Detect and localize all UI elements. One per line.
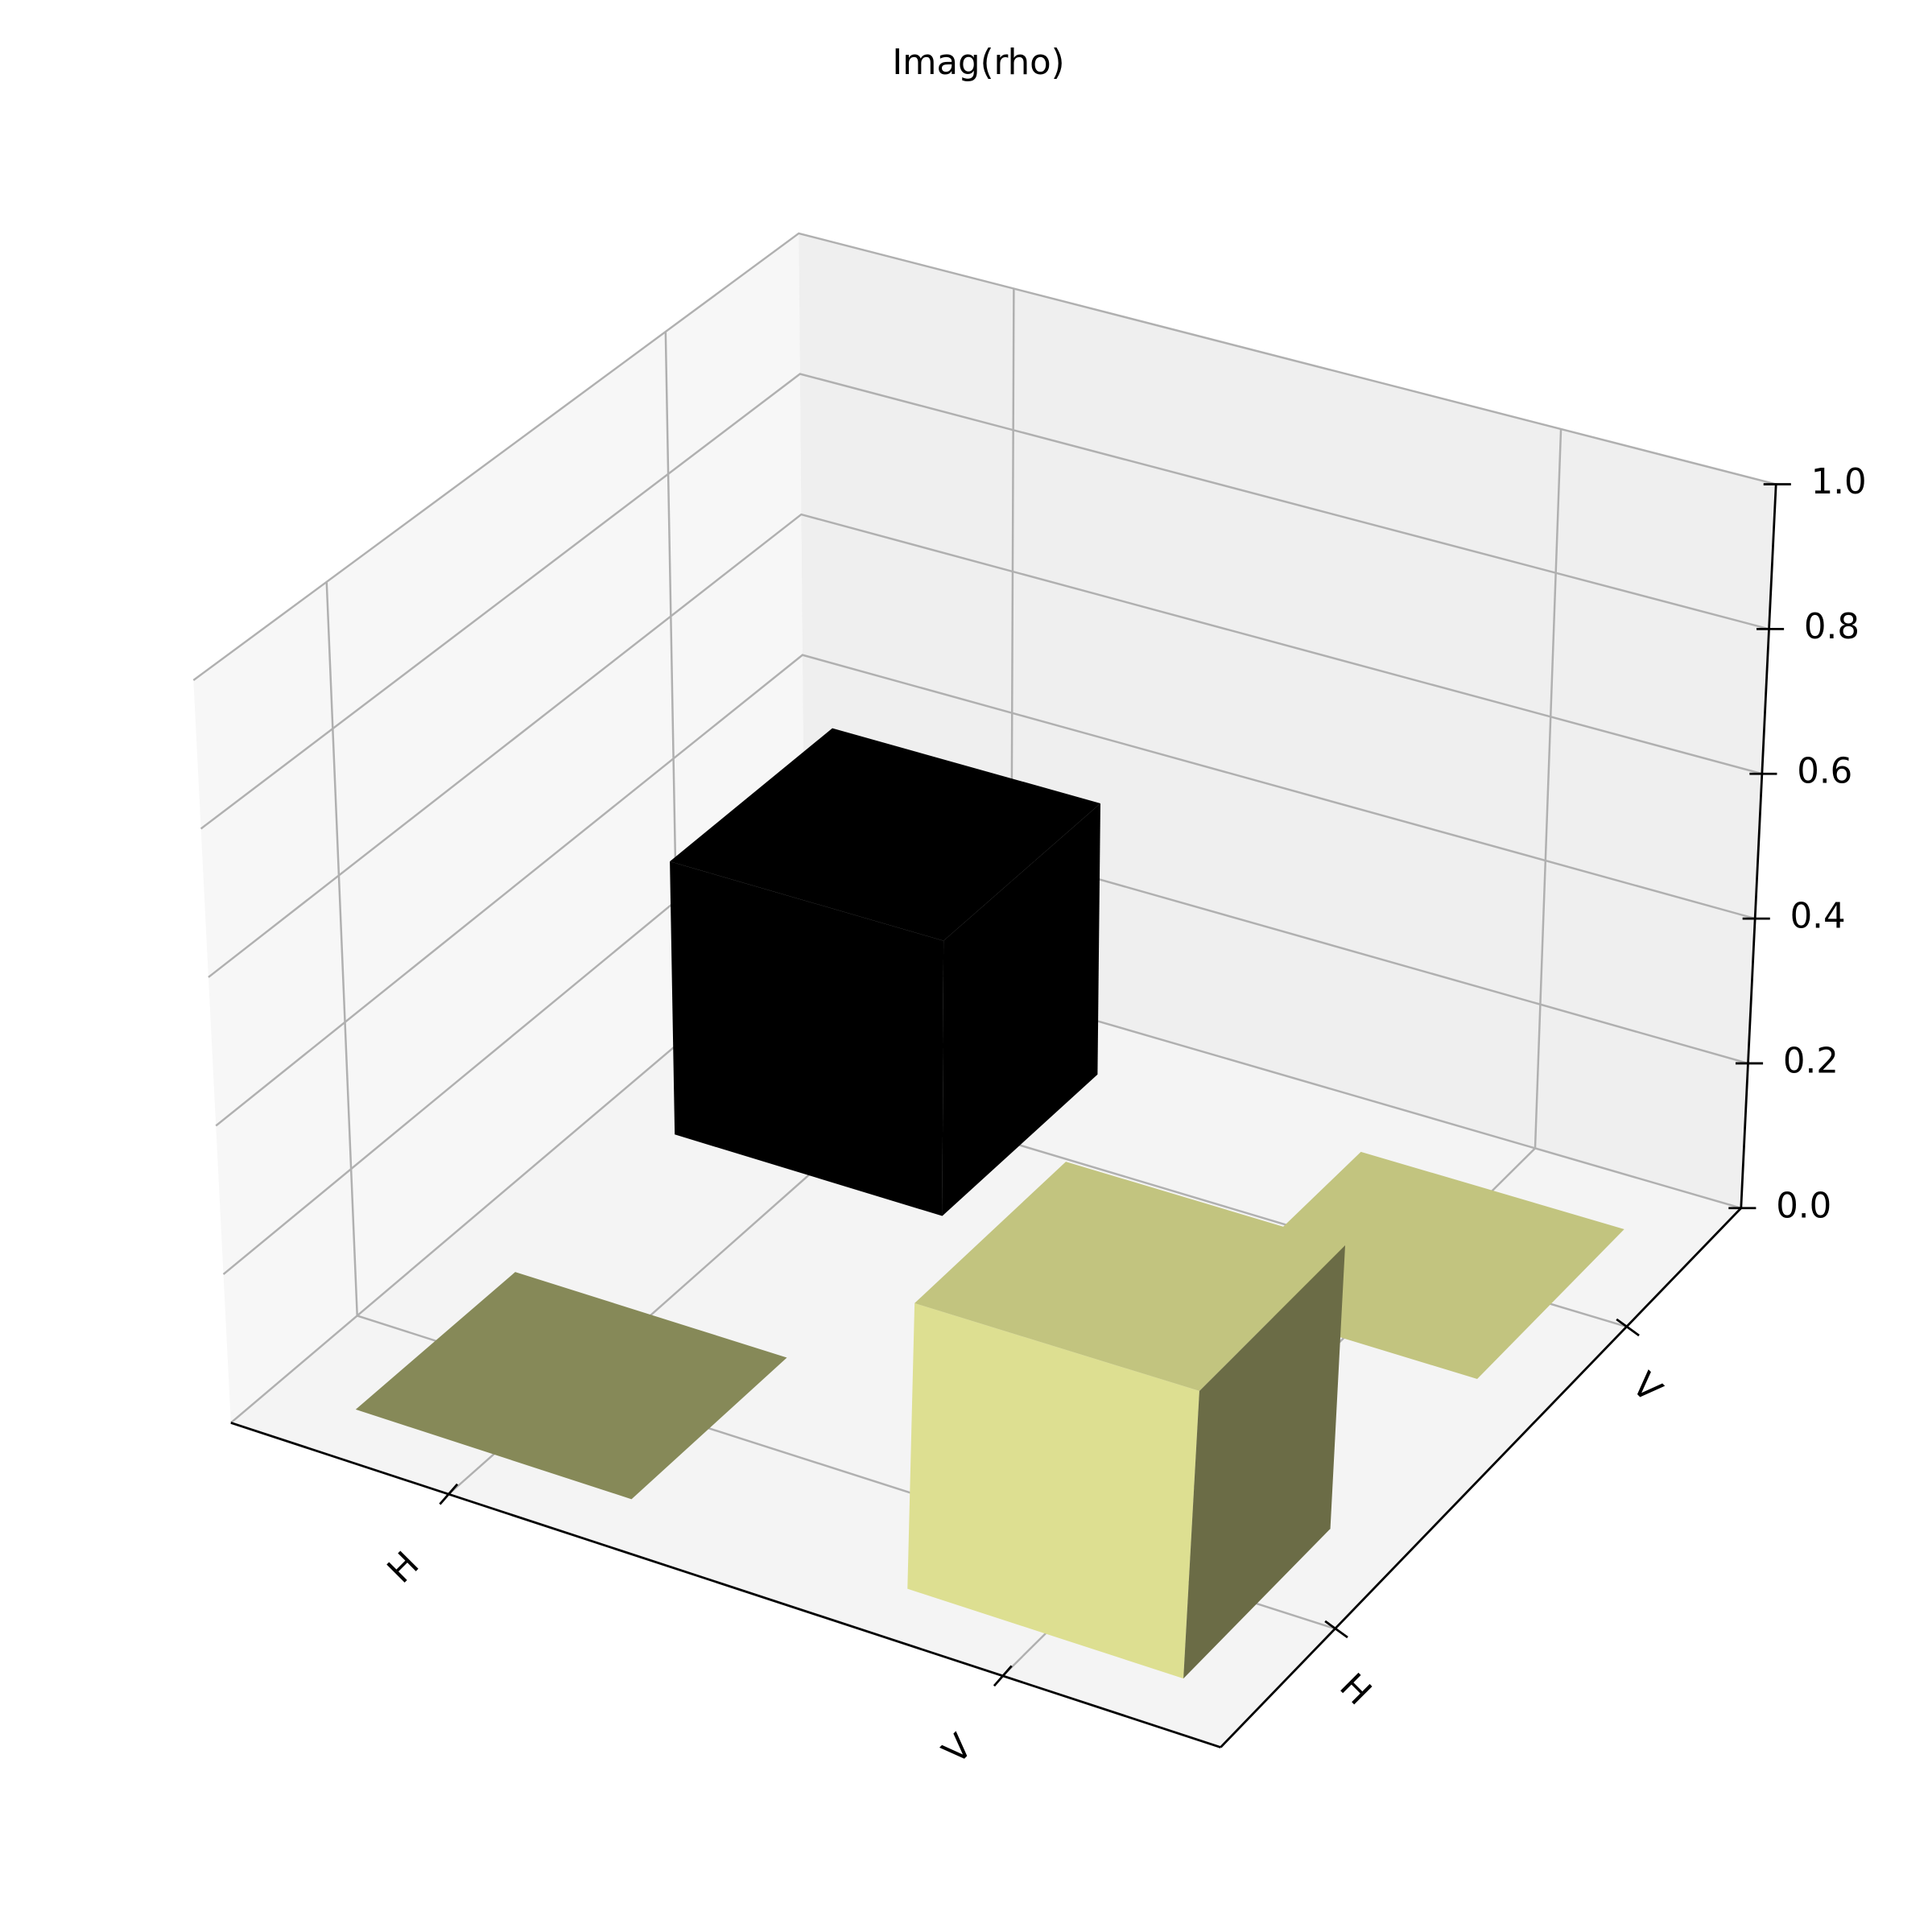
- grid-line: [208, 513, 1763, 978]
- z-tick-label: 0.8: [1804, 607, 1860, 647]
- y-tick-label: H: [1331, 1666, 1378, 1713]
- x-tick-label: V: [935, 1727, 981, 1773]
- chart-title: Imag(rho): [892, 43, 1064, 83]
- y-axis-line: [1220, 1207, 1742, 1748]
- y-tick: [1324, 1620, 1348, 1639]
- grid-line: [200, 373, 1769, 830]
- bar-top-face: [355, 1272, 787, 1500]
- z-tick-label: 0.6: [1797, 752, 1852, 792]
- y-tick-label: V: [1624, 1365, 1670, 1411]
- z-tick-label: 0.4: [1790, 897, 1846, 937]
- z-tick-label: 0.2: [1783, 1041, 1839, 1081]
- x-tick: [993, 1665, 1013, 1687]
- bar-front-face: [907, 1302, 1199, 1679]
- x-tick: [439, 1483, 459, 1505]
- bar-front-face: [670, 861, 944, 1216]
- z-tick-label: 0.0: [1776, 1186, 1831, 1226]
- bar-top-face: [914, 1162, 1346, 1391]
- bar-side-face: [1183, 1245, 1346, 1679]
- left-pane: [193, 233, 806, 1423]
- z-axis-line: [1740, 484, 1777, 1208]
- y-tick: [1616, 1318, 1640, 1337]
- x-tick-label: H: [380, 1544, 427, 1591]
- grid-line: [192, 232, 1777, 681]
- grid-line: [215, 654, 1756, 1127]
- z-tick-label: 1.0: [1811, 462, 1867, 502]
- bar-side-face: [942, 803, 1100, 1216]
- x-axis-line: [230, 1422, 1221, 1748]
- bar-top-face: [670, 728, 1100, 941]
